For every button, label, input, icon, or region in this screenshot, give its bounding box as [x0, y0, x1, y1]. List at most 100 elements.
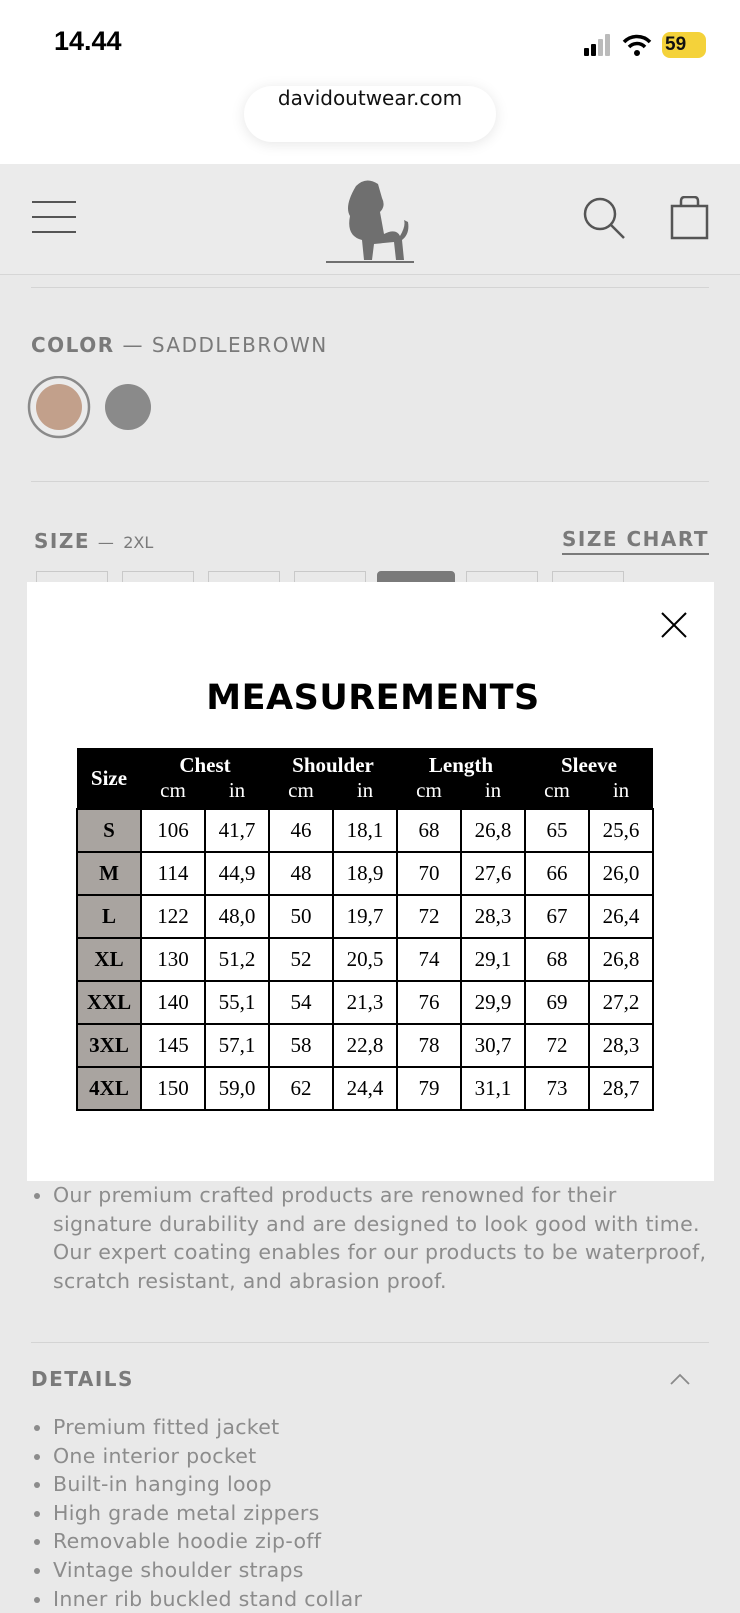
table-row: M 114 44,9 48 18,9 70 27,6 66 26,0 — [76, 851, 654, 896]
value-cell: 26,0 — [588, 851, 654, 896]
detail-item: Vintage shoulder straps — [53, 1556, 718, 1585]
value-cell: 24,4 — [332, 1066, 398, 1111]
group-header: Sleeve — [525, 748, 653, 778]
group-header: Chest — [141, 748, 269, 778]
value-cell: 30,7 — [460, 1023, 526, 1068]
unit-header: in — [333, 778, 397, 809]
search-button[interactable] — [582, 196, 626, 240]
collapse-chevron[interactable] — [669, 1372, 691, 1386]
detail-item: High grade metal zippers — [53, 1499, 718, 1528]
value-cell: 41,7 — [204, 808, 270, 853]
table-row: XXL 140 55,1 54 21,3 76 29,9 69 27,2 — [76, 980, 654, 1025]
size-cell: XL — [76, 937, 142, 982]
description-list: Our premium crafted products are renowne… — [0, 1181, 718, 1295]
value-cell: 65 — [524, 808, 590, 853]
group-header: Shoulder — [269, 748, 397, 778]
value-cell: 54 — [268, 980, 334, 1025]
unit-header: cm — [525, 778, 589, 809]
value-cell: 145 — [140, 1023, 206, 1068]
table-header: Size Chest Shoulder Length Sleeve cm in cm in c… — [77, 748, 653, 809]
clock: 14.44 — [54, 26, 122, 56]
cart-button[interactable] — [670, 196, 710, 240]
value-cell: 25,6 — [588, 808, 654, 853]
separator: — — [97, 533, 116, 552]
value-cell: 57,1 — [204, 1023, 270, 1068]
value-cell: 72 — [396, 894, 462, 939]
detail-item: Inner rib buckled stand collar — [53, 1585, 718, 1613]
swatch-saddlebrown[interactable] — [36, 384, 82, 430]
value-cell: 28,3 — [460, 894, 526, 939]
header-cell: Size — [77, 748, 141, 809]
unit-header: in — [205, 778, 269, 809]
value-cell: 20,5 — [332, 937, 398, 982]
unit-header: in — [461, 778, 525, 809]
value-cell: 62 — [268, 1066, 334, 1111]
url-bar[interactable]: davidoutwear.com — [244, 86, 496, 142]
value-cell: 52 — [268, 937, 334, 982]
value-cell: 76 — [396, 980, 462, 1025]
value-cell: 73 — [524, 1066, 590, 1111]
divider — [31, 1342, 709, 1343]
value-cell: 48 — [268, 851, 334, 896]
table-row: XL 130 51,2 52 20,5 74 29,1 68 26,8 — [76, 937, 654, 982]
group-header: Length — [397, 748, 525, 778]
value-cell: 59,0 — [204, 1066, 270, 1111]
details-heading[interactable]: DETAILS — [31, 1367, 134, 1391]
value-cell: 28,3 — [588, 1023, 654, 1068]
value-cell: 106 — [140, 808, 206, 853]
value-cell: 22,8 — [332, 1023, 398, 1068]
unit-header: cm — [397, 778, 461, 809]
size-option: SIZE — 2XL — [34, 529, 153, 553]
size-label: SIZE — [34, 529, 91, 553]
divider — [31, 287, 709, 288]
value-cell: 74 — [396, 937, 462, 982]
value-cell: 78 — [396, 1023, 462, 1068]
battery: 59 — [662, 32, 706, 58]
signal-wifi-icons — [584, 34, 652, 56]
value-cell: 68 — [524, 937, 590, 982]
table-row: 4XL 150 59,0 62 24,4 79 31,1 73 28,7 — [76, 1066, 654, 1111]
logo[interactable] — [326, 176, 414, 268]
value-cell: 28,7 — [588, 1066, 654, 1111]
size-value: 2XL — [123, 533, 154, 552]
value-cell: 114 — [140, 851, 206, 896]
value-cell: 26,8 — [460, 808, 526, 853]
value-cell: 27,2 — [588, 980, 654, 1025]
unit-row: cm in cm in cm in cm in — [77, 778, 653, 809]
size-cell: 3XL — [76, 1023, 142, 1068]
detail-item: One interior pocket — [53, 1442, 718, 1471]
value-cell: 26,4 — [588, 894, 654, 939]
value-cell: 18,1 — [332, 808, 398, 853]
value-cell: 55,1 — [204, 980, 270, 1025]
value-cell: 21,3 — [332, 980, 398, 1025]
size-cell: 4XL — [76, 1066, 142, 1111]
value-cell: 18,9 — [332, 851, 398, 896]
header-row: Size Chest Shoulder Length Sleeve — [77, 748, 653, 809]
value-cell: 50 — [268, 894, 334, 939]
swatch-grey[interactable] — [105, 384, 151, 430]
table-row: L 122 48,0 50 19,7 72 28,3 67 26,4 — [76, 894, 654, 939]
value-cell: 51,2 — [204, 937, 270, 982]
value-cell: 26,8 — [588, 937, 654, 982]
value-cell: 79 — [396, 1066, 462, 1111]
value-cell: 69 — [524, 980, 590, 1025]
detail-item: Premium fitted jacket — [53, 1413, 718, 1442]
table-row: S 106 41,7 46 18,1 68 26,8 65 25,6 — [76, 808, 654, 853]
value-cell: 122 — [140, 894, 206, 939]
size-chart-link[interactable]: SIZE CHART — [561, 527, 709, 555]
divider — [31, 481, 709, 482]
value-cell: 27,6 — [460, 851, 526, 896]
unit-header: cm — [141, 778, 205, 809]
value-cell: 150 — [140, 1066, 206, 1111]
size-cell: S — [76, 808, 142, 853]
close-button[interactable] — [661, 612, 687, 638]
status-bar: 14.44 59 davidoutwear.com — [0, 0, 740, 164]
details-list: Premium fitted jacketOne interior pocket… — [0, 1413, 718, 1613]
modal-title: MEASUREMENTS — [206, 678, 540, 718]
value-cell: 58 — [268, 1023, 334, 1068]
menu-button[interactable] — [32, 200, 76, 234]
value-cell: 48,0 — [204, 894, 270, 939]
value-cell: 68 — [396, 808, 462, 853]
value-cell: 31,1 — [460, 1066, 526, 1111]
